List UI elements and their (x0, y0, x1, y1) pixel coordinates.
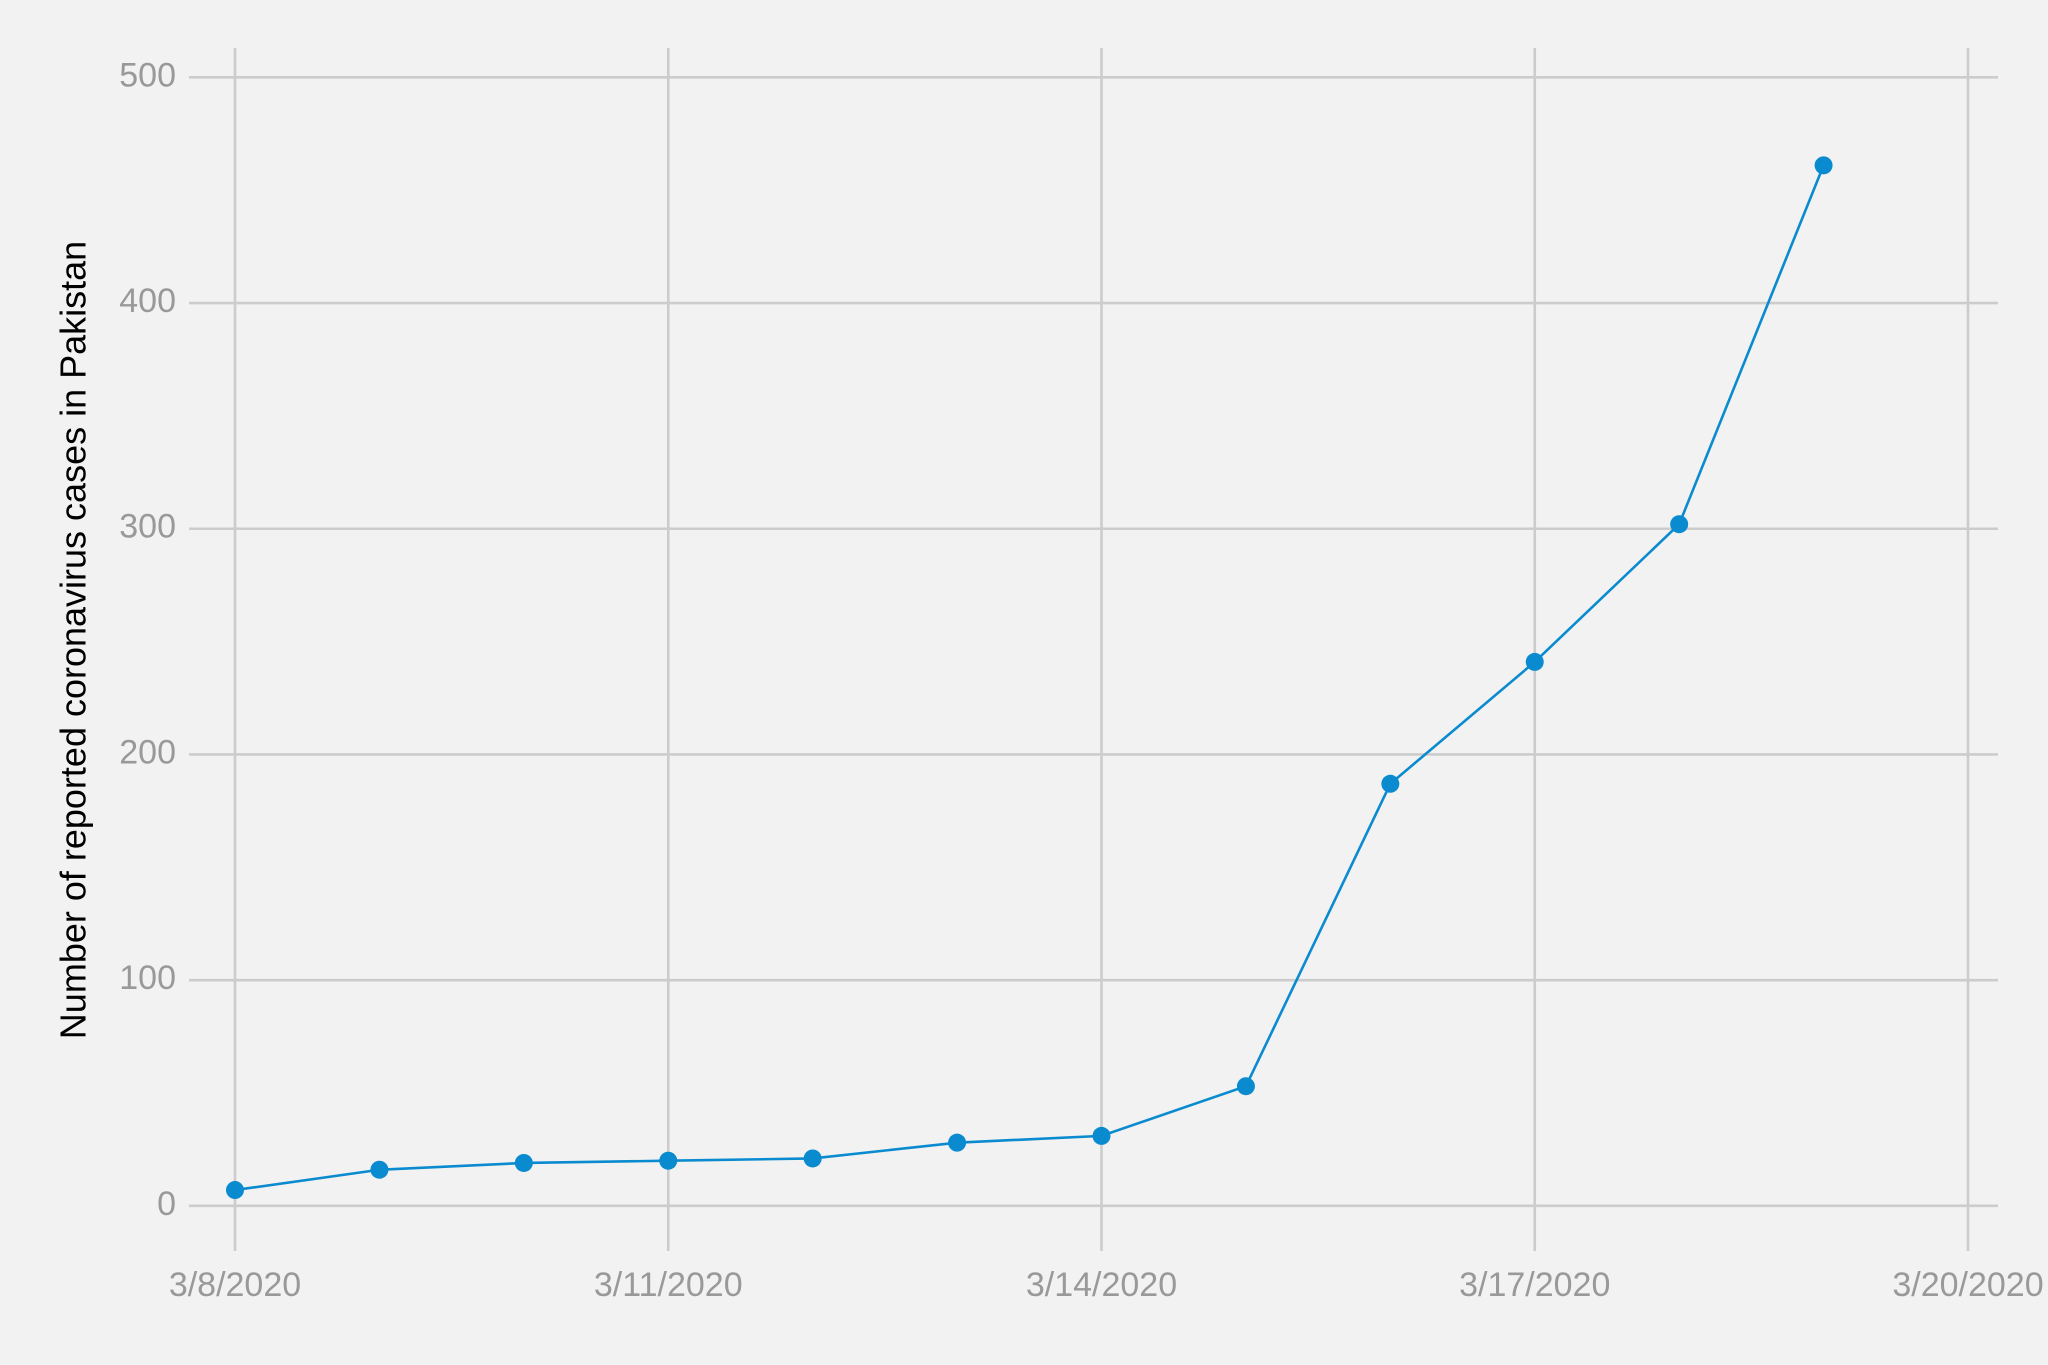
y-tick-label: 500 (119, 56, 176, 94)
y-axis-label: Number of reported coronavirus cases in … (53, 241, 94, 1039)
data-point (659, 1151, 678, 1170)
data-point (948, 1133, 967, 1152)
data-point (514, 1153, 533, 1172)
y-tick-label: 400 (119, 282, 176, 320)
data-point (226, 1181, 244, 1200)
data-point (1381, 774, 1400, 793)
data-point (803, 1149, 822, 1168)
data-point (1525, 652, 1544, 671)
data-point (370, 1160, 389, 1179)
data-point (1236, 1077, 1255, 1096)
data-point (1814, 156, 1833, 175)
x-tick-label: 3/20/2020 (1892, 1266, 2043, 1304)
data-point (1670, 515, 1689, 534)
y-tick-label: 300 (119, 508, 176, 546)
y-tick-label: 100 (119, 959, 176, 997)
data-point (1092, 1126, 1111, 1145)
x-tick-label: 3/11/2020 (594, 1266, 743, 1304)
x-tick-label: 3/14/2020 (1026, 1266, 1177, 1304)
series-line (234, 164, 1825, 1192)
x-tick-label: 3/8/2020 (169, 1266, 301, 1304)
y-tick-label: 200 (119, 733, 176, 771)
x-tick-label: 3/17/2020 (1459, 1266, 1610, 1304)
y-tick-label: 0 (157, 1185, 176, 1223)
